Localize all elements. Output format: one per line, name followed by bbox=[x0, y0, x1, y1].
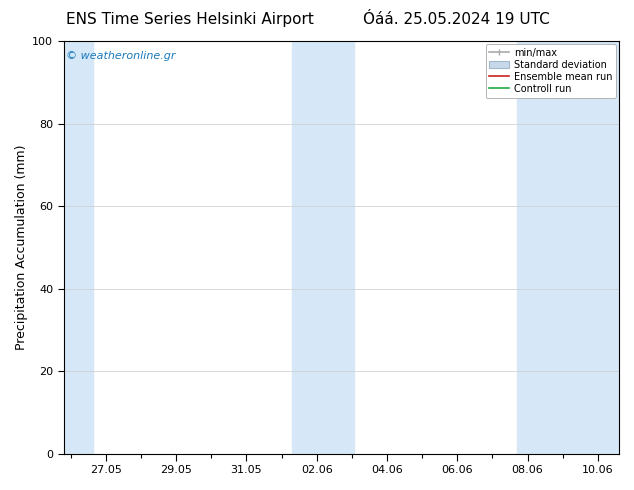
Text: Óáá. 25.05.2024 19 UTC: Óáá. 25.05.2024 19 UTC bbox=[363, 12, 550, 27]
Text: ENS Time Series Helsinki Airport: ENS Time Series Helsinki Airport bbox=[67, 12, 314, 27]
Bar bbox=[517, 41, 619, 454]
Bar bbox=[63, 41, 93, 454]
Text: © weatheronline.gr: © weatheronline.gr bbox=[67, 51, 176, 61]
Legend: min/max, Standard deviation, Ensemble mean run, Controll run: min/max, Standard deviation, Ensemble me… bbox=[486, 44, 616, 98]
Bar bbox=[292, 41, 354, 454]
Y-axis label: Precipitation Accumulation (mm): Precipitation Accumulation (mm) bbox=[15, 145, 28, 350]
